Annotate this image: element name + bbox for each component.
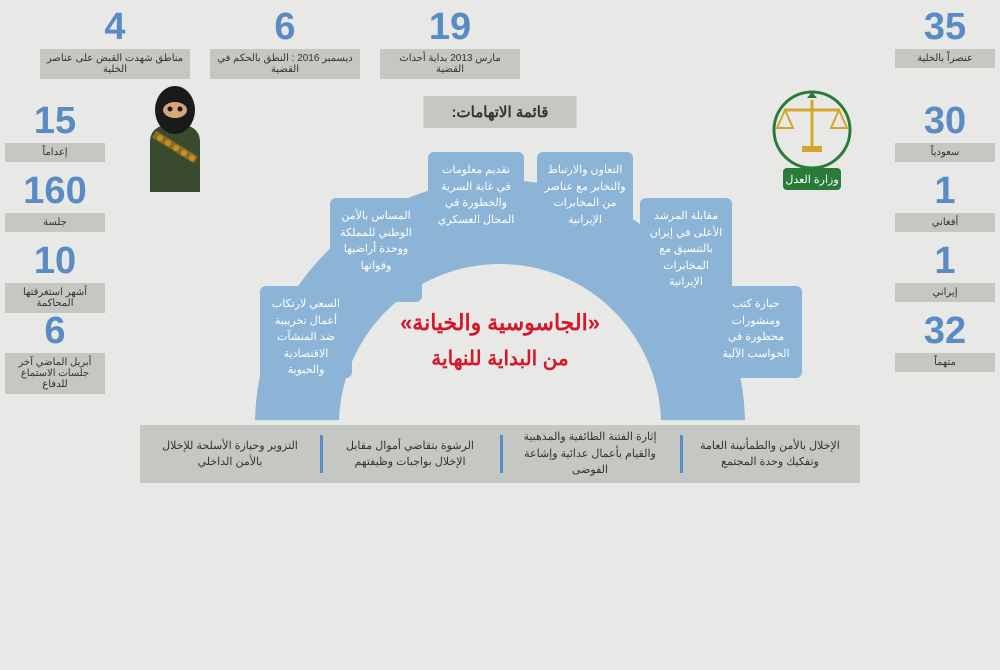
stat-number: 1 [895,172,995,210]
title-line2: من البداية للنهاية [380,346,620,371]
stat-box: 160 جلسة [5,172,105,232]
accusation-item: حيازة كتب ومنشورات محظورة في الحواسب الآ… [710,286,802,378]
stat-box: 30 سعودياً [895,102,995,162]
stat-label: أفغاني [895,213,995,232]
stat-box: 10 أشهر استغرقتها المحاكمة [5,242,105,313]
stat-box: 15 إعداماً [5,102,105,162]
stat-label: جلسة [5,213,105,232]
stat-label: مناطق شهدت القبض على عناصر الخلية [40,49,190,79]
title-line1: «الجاسوسية والخيانة» [380,310,620,336]
stat-35: 35 عنصراً بالخلية [895,8,995,68]
stat-label: سعودياً [895,143,995,162]
stat-number: 15 [5,102,105,140]
bottom-item: إثارة الفتنة الطائفية والمذهبية والقيام … [500,425,680,483]
justice-ministry-logo: وزارة العدل [765,90,860,195]
stat-number: 6 [210,8,360,46]
svg-text:وزارة العدل: وزارة العدل [785,174,838,186]
bottom-accusations-band: الإخلال بالأمن والطمأنينة العامة وتفكيك … [140,425,860,483]
bottom-item: الإخلال بالأمن والطمأنينة العامة وتفكيك … [680,425,860,483]
stat-label: متهماً [895,353,995,372]
stat-box: 32 متهماً [895,312,995,372]
justice-logo-icon: وزارة العدل [765,90,860,195]
stat-label: أبريل الماضي آخر جلسات الاستماع للدفاع [5,353,105,394]
stat-box: 1 أفغاني [895,172,995,232]
stat-19: 19 مارس 2013 بداية أحداث القضية [380,8,520,79]
stat-number: 19 [380,8,520,46]
stat-number: 35 [895,8,995,46]
stat-label: عنصراً بالخلية [895,49,995,68]
stat-number: 1 [895,242,995,280]
stat-label: مارس 2013 بداية أحداث القضية [380,49,520,79]
stat-label: ديسمبر 2016 : النطق بالحكم في القضية [210,49,360,79]
stat-number: 32 [895,312,995,350]
stat-number: 160 [5,172,105,210]
accusation-item: تقديم معلومات في غاية السرية والخطورة في… [428,152,524,248]
accusations-title: قائمة الاتهامات: [424,96,577,128]
militant-icon [130,82,220,202]
stat-6: 6 ديسمبر 2016 : النطق بالحكم في القضية [210,8,360,79]
stat-box: 6 أبريل الماضي آخر جلسات الاستماع للدفاع [5,312,105,394]
stat-number: 30 [895,102,995,140]
center-title: «الجاسوسية والخيانة» من البداية للنهاية [380,310,620,371]
accusation-item: التعاون والارتباط والتخابر مع عناصر من ا… [537,152,633,248]
stat-number: 6 [5,312,105,350]
stat-label: إعداماً [5,143,105,162]
stat-box: 1 إيراني [895,242,995,302]
accusation-item: السعي لارتكاب أعمال تخريبية ضد المنشآت ا… [260,286,352,378]
stat-label: إيراني [895,283,995,302]
bottom-item: الرشوة بتقاضي أموال مقابل الإخلال بواجبا… [320,425,500,483]
bottom-item: التزوير وحيازة الأسلحة للإخلال بالأمن ال… [140,425,320,483]
stat-label: أشهر استغرقتها المحاكمة [5,283,105,313]
stat-4: 4 مناطق شهدت القبض على عناصر الخلية [40,8,190,79]
militant-figure [130,82,220,202]
stat-number: 10 [5,242,105,280]
stat-number: 4 [40,8,190,46]
